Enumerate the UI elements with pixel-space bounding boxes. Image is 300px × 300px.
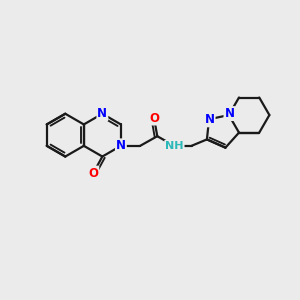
Text: N: N bbox=[224, 107, 235, 120]
Text: N: N bbox=[116, 139, 126, 152]
Text: O: O bbox=[149, 112, 159, 124]
Text: NH: NH bbox=[165, 141, 184, 151]
Text: O: O bbox=[88, 167, 98, 180]
Text: N: N bbox=[98, 107, 107, 120]
Text: N: N bbox=[205, 113, 214, 126]
